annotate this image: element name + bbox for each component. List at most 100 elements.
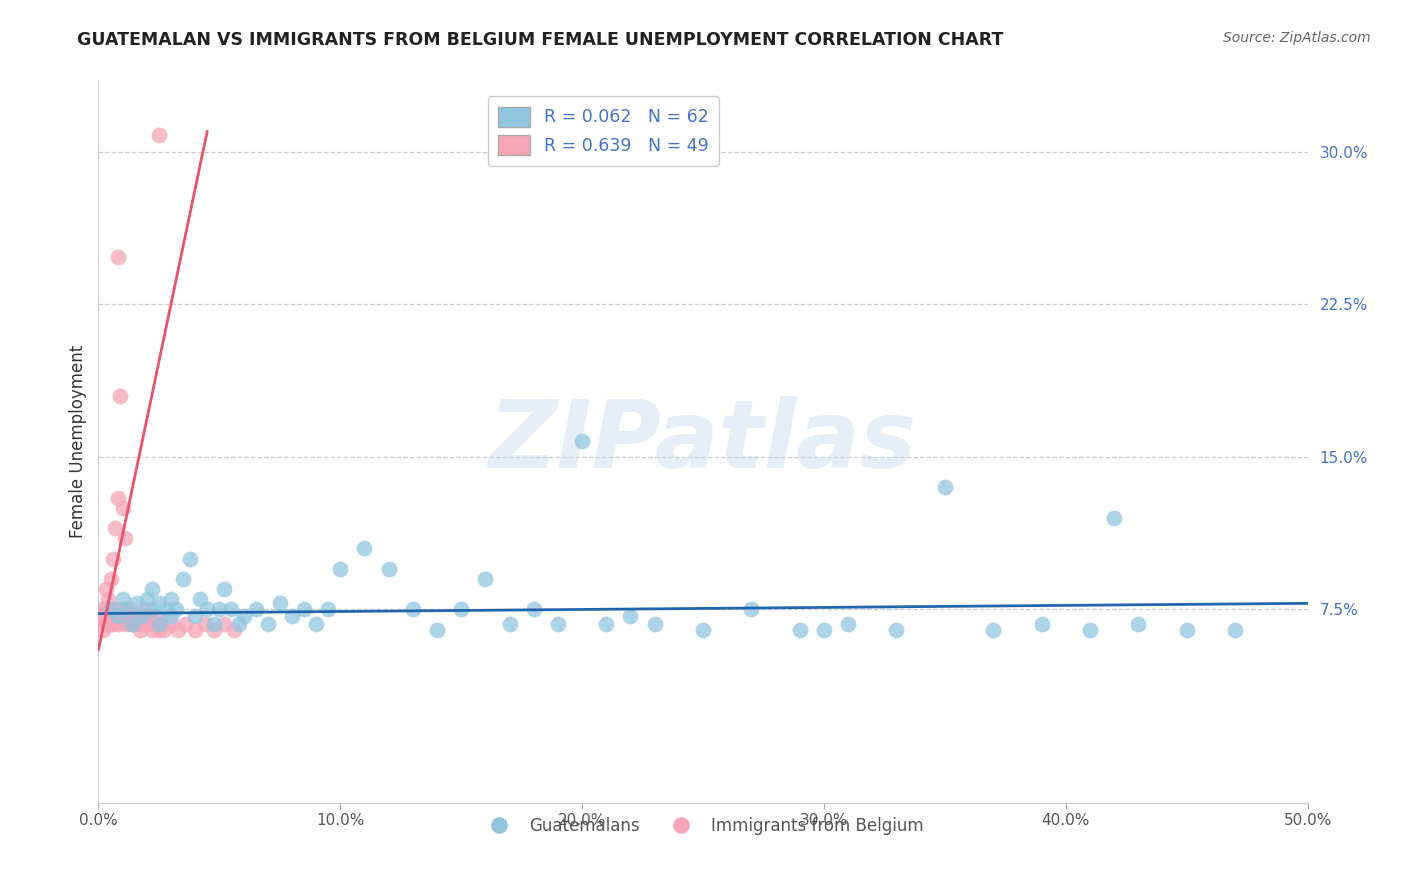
Point xyxy=(195,602,218,616)
Point xyxy=(184,623,207,637)
Legend: Guatemalans, Immigrants from Belgium: Guatemalans, Immigrants from Belgium xyxy=(475,810,931,841)
Point xyxy=(450,602,472,616)
Point xyxy=(111,500,134,515)
Point xyxy=(148,596,170,610)
Point xyxy=(131,608,153,623)
Point xyxy=(547,616,569,631)
Point xyxy=(148,616,170,631)
Point xyxy=(619,608,641,623)
Point xyxy=(121,616,143,631)
Text: Source: ZipAtlas.com: Source: ZipAtlas.com xyxy=(1223,31,1371,45)
Point xyxy=(108,389,131,403)
Point xyxy=(150,616,173,631)
Point xyxy=(184,608,207,623)
Point xyxy=(426,623,449,637)
Point xyxy=(837,616,859,631)
Point xyxy=(128,623,150,637)
Point xyxy=(108,608,131,623)
Point xyxy=(160,608,183,623)
Point xyxy=(100,616,122,631)
Point xyxy=(152,623,174,637)
Point xyxy=(114,616,136,631)
Point xyxy=(1031,616,1053,631)
Point xyxy=(644,616,666,631)
Point xyxy=(94,582,117,596)
Point xyxy=(118,602,141,616)
Point xyxy=(934,480,956,494)
Point xyxy=(91,623,114,637)
Point xyxy=(143,616,166,631)
Point xyxy=(121,608,143,623)
Point xyxy=(212,616,235,631)
Point xyxy=(148,128,170,143)
Text: ZIPatlas: ZIPatlas xyxy=(489,395,917,488)
Point xyxy=(377,562,399,576)
Point xyxy=(222,623,245,637)
Point xyxy=(100,602,122,616)
Point xyxy=(97,613,120,627)
Point xyxy=(160,616,183,631)
Point xyxy=(117,608,139,623)
Point xyxy=(292,602,315,616)
Point xyxy=(269,596,291,610)
Point xyxy=(179,551,201,566)
Point xyxy=(1078,623,1101,637)
Point xyxy=(813,623,835,637)
Point xyxy=(188,592,211,607)
Point xyxy=(167,623,190,637)
Point xyxy=(305,616,328,631)
Point xyxy=(141,623,163,637)
Point xyxy=(148,623,170,637)
Point xyxy=(94,616,117,631)
Point xyxy=(101,616,124,631)
Point xyxy=(886,623,908,637)
Point xyxy=(127,608,149,623)
Point xyxy=(402,602,425,616)
Point xyxy=(131,616,153,631)
Point xyxy=(353,541,375,556)
Point xyxy=(111,592,134,607)
Point xyxy=(134,602,156,616)
Point xyxy=(94,602,117,616)
Text: GUATEMALAN VS IMMIGRANTS FROM BELGIUM FEMALE UNEMPLOYMENT CORRELATION CHART: GUATEMALAN VS IMMIGRANTS FROM BELGIUM FE… xyxy=(77,31,1004,49)
Point xyxy=(90,602,112,616)
Point xyxy=(141,582,163,596)
Point xyxy=(281,608,304,623)
Point xyxy=(107,616,129,631)
Point xyxy=(145,608,167,623)
Point xyxy=(97,592,120,607)
Point xyxy=(245,602,267,616)
Point xyxy=(981,623,1004,637)
Point xyxy=(100,602,122,616)
Point xyxy=(111,602,134,616)
Point xyxy=(127,596,149,610)
Point xyxy=(100,572,122,586)
Point xyxy=(208,602,231,616)
Point xyxy=(124,616,146,631)
Point xyxy=(160,592,183,607)
Point xyxy=(1223,623,1246,637)
Point xyxy=(194,616,217,631)
Point xyxy=(117,602,139,616)
Point xyxy=(138,608,160,623)
Point xyxy=(107,608,129,623)
Point xyxy=(1102,511,1125,525)
Point xyxy=(204,616,226,631)
Point xyxy=(135,616,157,631)
Point xyxy=(256,616,278,631)
Point xyxy=(1128,616,1150,631)
Point xyxy=(740,602,762,616)
Point xyxy=(165,602,187,616)
Point xyxy=(498,616,520,631)
Point xyxy=(789,623,811,637)
Point xyxy=(692,623,714,637)
Point xyxy=(595,616,617,631)
Point xyxy=(474,572,496,586)
Point xyxy=(118,616,141,631)
Y-axis label: Female Unemployment: Female Unemployment xyxy=(69,345,87,538)
Point xyxy=(316,602,339,616)
Point xyxy=(228,616,250,631)
Point xyxy=(90,613,112,627)
Point xyxy=(107,491,129,505)
Point xyxy=(329,562,352,576)
